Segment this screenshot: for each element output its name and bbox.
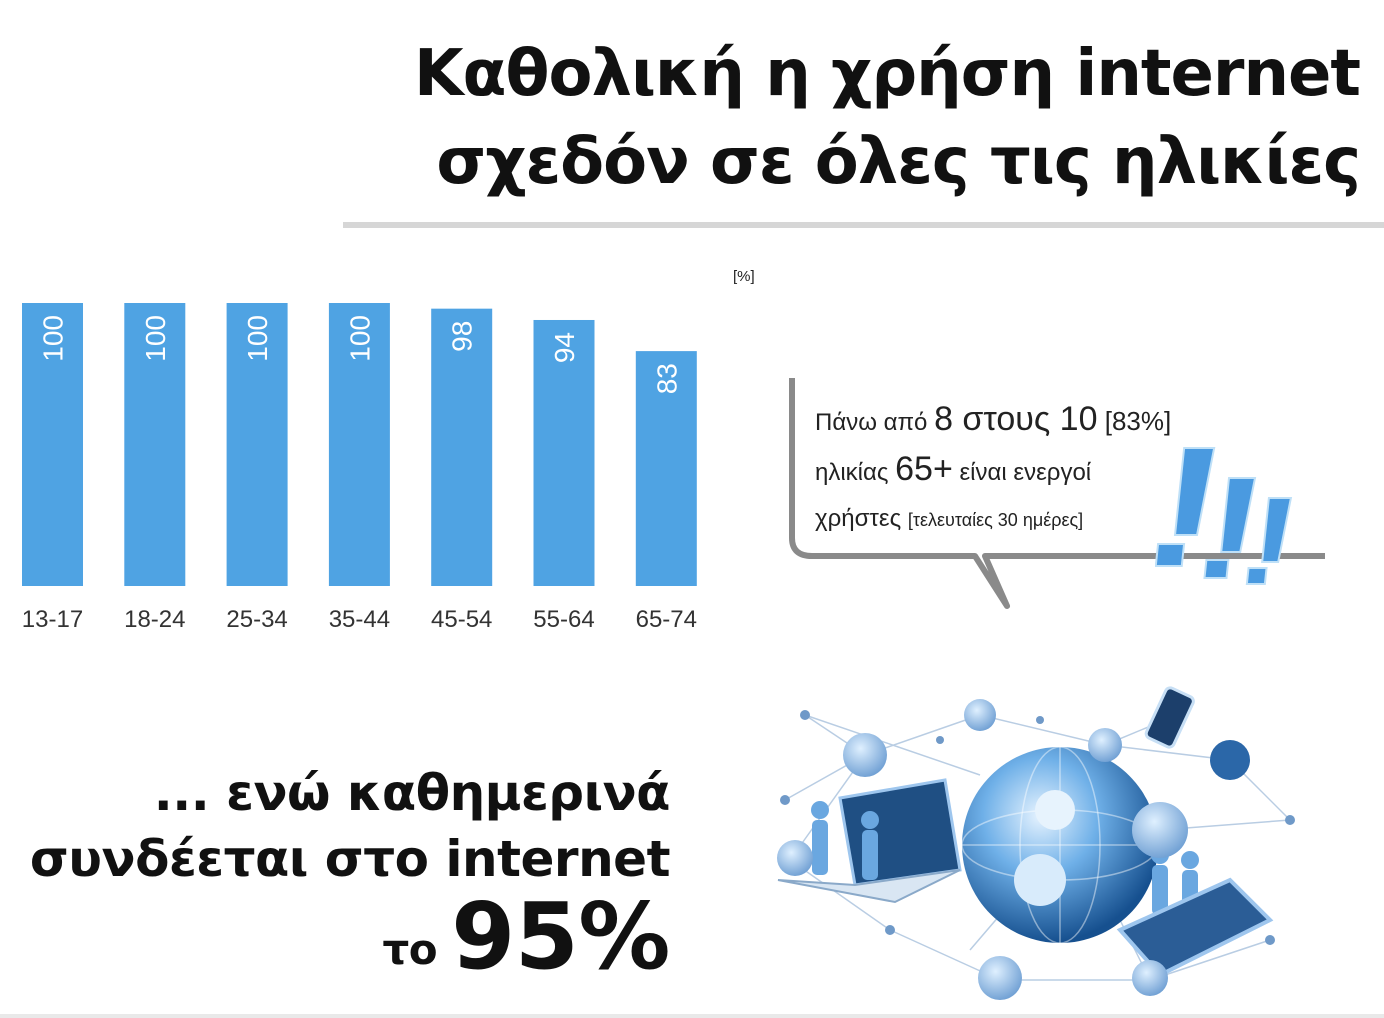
shield-node-icon bbox=[964, 699, 996, 731]
camera-node-icon bbox=[1088, 728, 1122, 762]
x-tick-label: 13-17 bbox=[22, 606, 83, 633]
bar-65-74 bbox=[635, 351, 697, 586]
bar-35-44 bbox=[328, 303, 390, 586]
callout-part5: 65+ bbox=[895, 450, 953, 488]
daily-line-1: ... ενώ καθημερινά bbox=[153, 764, 671, 822]
cloud-icon bbox=[1132, 802, 1188, 858]
x-tick-label: 65-74 bbox=[636, 606, 697, 633]
chart-unit-label: [%] bbox=[733, 268, 755, 285]
callout-part6: είναι ενεργοί bbox=[952, 459, 1092, 486]
title-line-2: σχεδόν σε όλες τις ηλικίες bbox=[436, 125, 1361, 199]
mobile-node-icon bbox=[1035, 790, 1075, 830]
x-tick-label: 45-54 bbox=[431, 606, 492, 633]
bar-45-54 bbox=[431, 308, 493, 586]
title-divider bbox=[343, 222, 1384, 228]
callout-part3: [83%] bbox=[1097, 406, 1172, 436]
title-line-1: Καθολική η χρήση internet bbox=[413, 37, 1361, 111]
node-icons bbox=[777, 699, 1250, 1000]
callout-part7: χρήστες bbox=[815, 505, 908, 532]
bar-value-label: 98 bbox=[447, 321, 478, 352]
x-tick-label: 35-44 bbox=[329, 606, 390, 633]
bar-value-label: 100 bbox=[242, 315, 273, 362]
daily-prefix: το bbox=[382, 925, 452, 974]
bar-13-17 bbox=[22, 303, 83, 586]
age-bar-chart: 100 13-17 100 18-24 100 25-34 100 35-44 98 45-54 9… bbox=[22, 303, 697, 633]
footer-divider bbox=[0, 1014, 1384, 1018]
bar-25-34 bbox=[226, 303, 288, 586]
callout-part2: 8 στους 10 bbox=[934, 400, 1098, 438]
bar-value-label: 100 bbox=[140, 315, 171, 362]
x-tick-label: 25-34 bbox=[226, 606, 287, 633]
speech-bubble bbox=[789, 378, 1325, 609]
bar-55-64 bbox=[533, 319, 595, 586]
callout-part4: ηλικίας bbox=[815, 459, 896, 486]
tablet-icon bbox=[1116, 877, 1274, 978]
x-tick-label: 18-24 bbox=[124, 606, 185, 633]
phone-icon bbox=[1144, 686, 1195, 749]
daily-usage-statement: ... ενώ καθημερινά συνδέεται στο interne… bbox=[29, 760, 671, 983]
bar-value-label: 100 bbox=[38, 315, 69, 362]
lock-icon bbox=[1210, 740, 1250, 780]
x-tick-label: 55-64 bbox=[533, 606, 594, 633]
user-icon bbox=[1014, 854, 1066, 906]
bar-value-label: 100 bbox=[344, 315, 375, 362]
chart-node-icon bbox=[1132, 960, 1168, 996]
gear-node-icon bbox=[777, 840, 813, 876]
calendar-node-icon bbox=[843, 733, 887, 777]
bar-value-label: 94 bbox=[549, 332, 580, 363]
daily-percent: 95% bbox=[451, 883, 670, 990]
callout-part8: [τελευταίες 30 ημέρες] bbox=[907, 510, 1084, 530]
globe-icon bbox=[962, 747, 1158, 943]
globe-network-illustration bbox=[777, 686, 1295, 1000]
daily-line-2: συνδέεται στο internet bbox=[29, 830, 671, 888]
callout-text: Πάνω από 8 στους 10 [83%] ηλικίας 65+ εί… bbox=[815, 396, 1245, 543]
exclamation-marks-icon bbox=[1155, 447, 1293, 585]
callout-part1: Πάνω από bbox=[815, 409, 935, 436]
globe-node-icon bbox=[978, 956, 1022, 1000]
bar-18-24 bbox=[124, 303, 186, 586]
page-title: Καθολική η χρήση internet σχεδόν σε όλες… bbox=[413, 30, 1361, 206]
bar-value-label: 83 bbox=[651, 363, 682, 394]
